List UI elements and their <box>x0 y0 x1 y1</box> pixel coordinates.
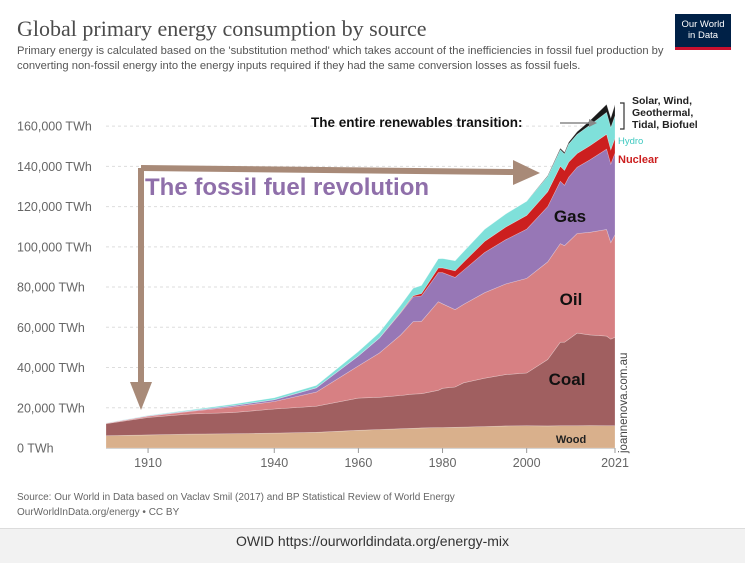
hydro-label: Hydro <box>618 136 643 147</box>
source-note: Source: Our World in Data based on Vacla… <box>17 490 455 520</box>
renewables-label-line: Tidal, Biofuel <box>632 119 698 131</box>
x-tick-label: 1940 <box>260 456 288 470</box>
nuclear-area <box>105 133 616 424</box>
energy-chart: 0 TWh 20,000 TWh 40,000 TWh 60,000 TWh 80,00… <box>17 95 698 470</box>
y-tick-label: 140,000 TWh <box>17 160 92 174</box>
image-caption: OWID https://ourworldindata.org/energy-m… <box>235 533 510 549</box>
y-tick-label: 40,000 TWh <box>17 361 85 375</box>
chart-title: Global primary energy consumption by sou… <box>17 16 427 41</box>
oil-label: Oil <box>560 290 583 309</box>
owid-logo[interactable]: Our World in Data <box>675 14 731 50</box>
watermark-text: joannenova.com.au <box>618 353 630 454</box>
source-link[interactable]: OurWorldInData.org/energy • CC BY <box>17 507 180 518</box>
x-tick-label: 1960 <box>344 456 372 470</box>
chart-card: Global primary energy consumption by sou… <box>0 0 745 528</box>
divider <box>0 528 745 529</box>
fossil-revolution-annotation: The fossil fuel revolution <box>145 174 429 201</box>
fossil-arrowhead-right <box>513 160 540 185</box>
y-tick-label: 80,000 TWh <box>17 281 85 295</box>
y-tick-label: 120,000 TWh <box>17 200 92 214</box>
renewables-label-line: Geothermal, <box>632 107 693 119</box>
renewables-label-line: Solar, Wind, <box>632 95 692 107</box>
fossil-arrowhead-down <box>130 382 152 410</box>
nuclear-label: Nuclear <box>618 154 659 166</box>
renewables-bracket <box>620 102 625 130</box>
y-tick-label: 0 TWh <box>17 442 54 456</box>
y-tick-label: 160,000 TWh <box>17 120 92 134</box>
x-tick-label: 1980 <box>429 456 457 470</box>
logo-line-2: in Data <box>687 30 719 41</box>
renewables-arrowhead <box>589 119 597 127</box>
fossil-arrow-horizontal <box>140 165 514 175</box>
y-tick-label: 60,000 TWh <box>17 321 85 335</box>
hydro-area <box>105 111 616 424</box>
x-tick-label: 1910 <box>134 456 162 470</box>
y-tick-label: 100,000 TWh <box>17 240 92 254</box>
chart-subtitle: Primary energy is calculated based on th… <box>17 45 664 72</box>
renewables-area <box>105 103 616 424</box>
renewables-transition-annotation: The entire renewables transition: <box>311 115 523 130</box>
logo-line-1: Our World <box>681 19 725 30</box>
y-tick-label: 20,000 TWh <box>17 401 85 415</box>
x-tick-label: 2000 <box>513 456 541 470</box>
x-tick-label: 2021 <box>601 456 629 470</box>
source-text: Source: Our World in Data based on Vacla… <box>17 492 455 503</box>
gas-label: Gas <box>554 207 586 226</box>
wood-label: Wood <box>556 434 586 446</box>
coal-label: Coal <box>549 370 586 389</box>
